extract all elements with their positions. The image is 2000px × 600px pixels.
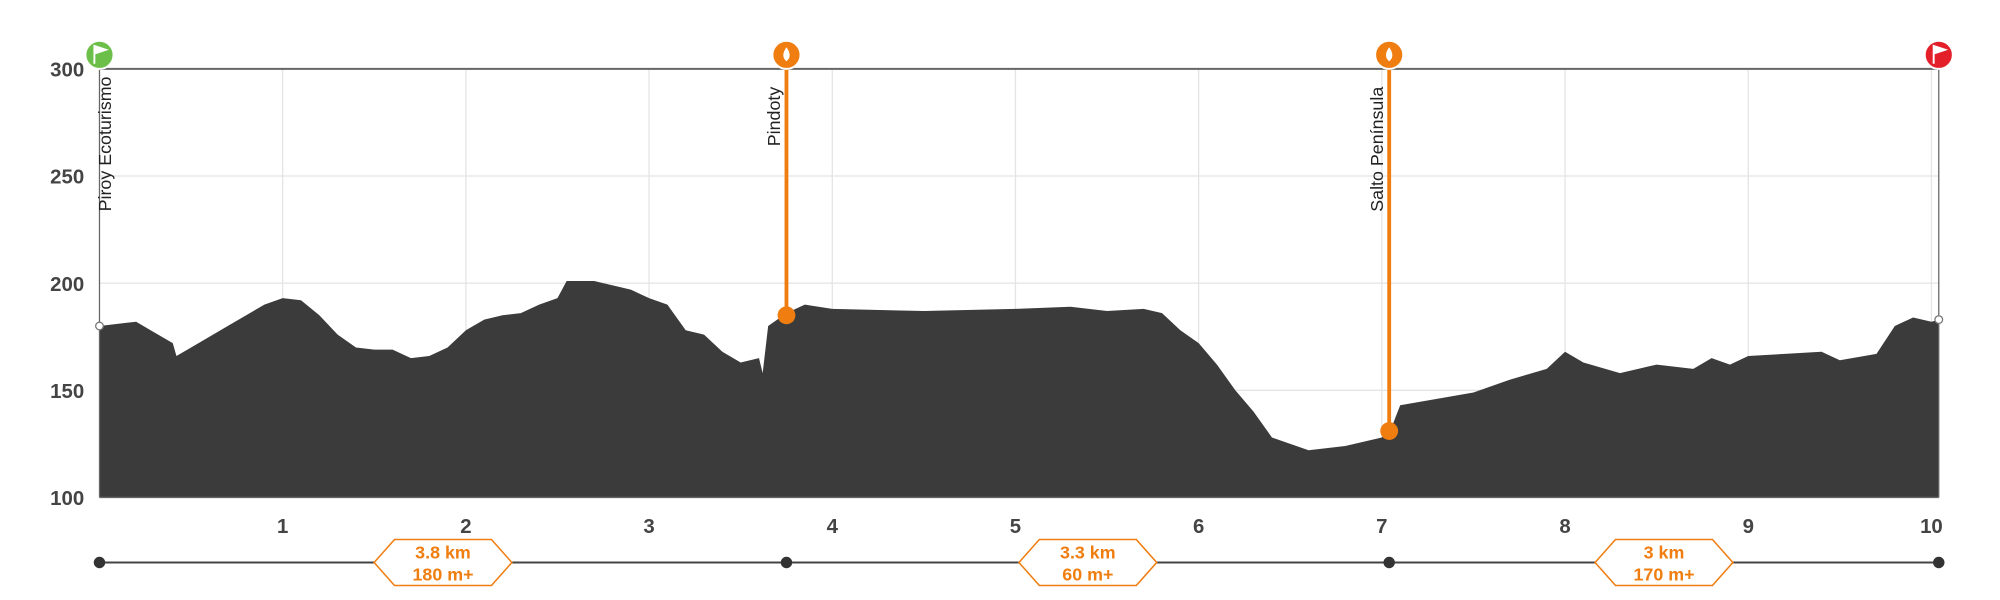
- y-tick-label: 150: [50, 381, 84, 403]
- segment-node: [1933, 556, 1945, 569]
- waypoint-dot: [1934, 315, 1944, 325]
- x-tick-label: 2: [460, 516, 471, 538]
- segment-badge: [1594, 538, 1734, 587]
- flag-icon: [1932, 44, 1949, 64]
- segment-distance: 3 km: [1644, 543, 1685, 563]
- waypoint-icon: [1923, 39, 1954, 70]
- y-tick-label: 300: [50, 60, 84, 82]
- segment-badge: [1017, 538, 1158, 587]
- x-tick-label: 6: [1193, 516, 1204, 538]
- y-tick-label: 200: [50, 274, 84, 296]
- segment-badge: [373, 538, 513, 587]
- x-tick-label: 10: [1920, 516, 1943, 538]
- x-tick-label: 1: [277, 516, 288, 538]
- waypoint-label: Pindoty: [764, 87, 784, 147]
- segment-distance: 3.8 km: [415, 543, 471, 563]
- y-tick-label: 100: [50, 488, 84, 510]
- drop-icon: [783, 47, 790, 62]
- drop-icon: [1385, 47, 1393, 62]
- waypoint-icon: [84, 39, 115, 70]
- waypoint-dot: [1380, 422, 1399, 440]
- segment-node: [780, 556, 793, 569]
- segment-node: [93, 556, 106, 569]
- y-tick-label: 250: [50, 167, 84, 189]
- segment-gain: 60 m+: [1062, 564, 1113, 584]
- segment-distance: 3.3 km: [1060, 543, 1116, 563]
- flag-icon: [93, 44, 109, 64]
- x-tick-label: 5: [1010, 516, 1021, 538]
- segment-gain: 180 m+: [412, 564, 473, 584]
- x-tick-label: 4: [827, 516, 839, 538]
- x-tick-label: 9: [1743, 516, 1754, 538]
- x-tick-label: 8: [1559, 516, 1570, 538]
- waypoint-dot: [95, 321, 104, 331]
- waypoint-label: Salto Península: [1367, 87, 1387, 212]
- waypoint-label: Piroy Ecoturismo: [95, 76, 115, 211]
- segment-gain: 170 m+: [1633, 564, 1694, 584]
- segment-node: [1383, 556, 1395, 569]
- elevation-area: [99, 281, 1939, 498]
- x-tick-label: 3: [643, 516, 654, 538]
- x-tick-label: 7: [1376, 516, 1387, 538]
- waypoint-dot: [777, 306, 796, 325]
